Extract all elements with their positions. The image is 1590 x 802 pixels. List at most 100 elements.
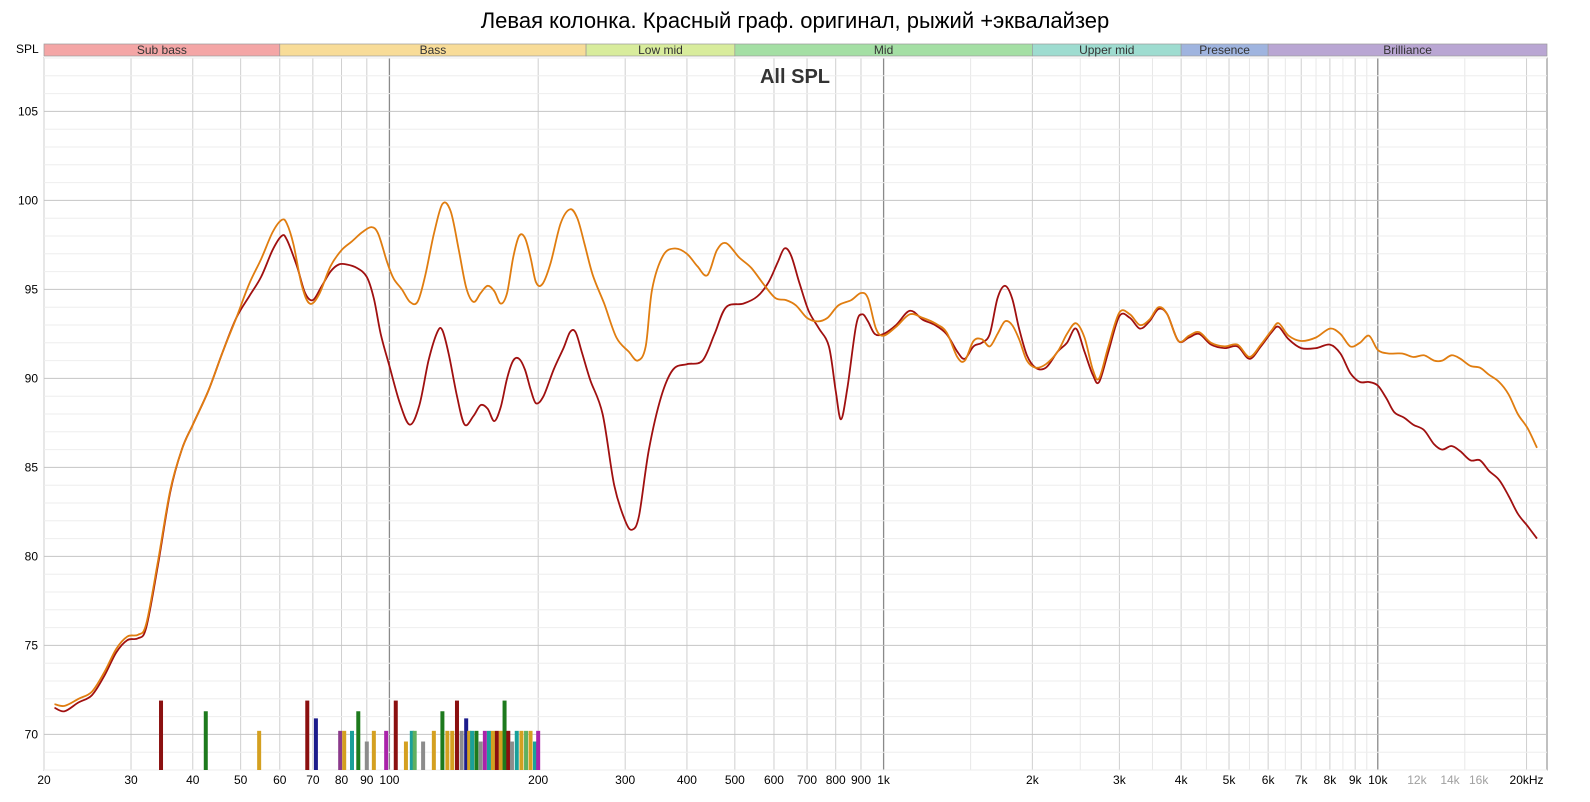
x-tick-19: 3k [1113,773,1127,787]
x-tick-18: 2k [1026,773,1040,787]
filter-marker-8 [356,711,361,770]
y-tick-1: 75 [25,638,39,652]
x-tick-29: 16k [1469,773,1489,787]
filter-marker-22 [459,730,464,770]
x-tick-13: 600 [764,773,784,787]
y-tick-2: 80 [25,549,39,563]
x-tick-4: 60 [273,773,287,787]
frequency-bands: Sub bass Bass Low mid Mid Upper mid Presence B… [43,43,1548,57]
filter-marker-3 [305,700,310,770]
x-tick-24: 8k [1324,773,1338,787]
filter-marker-17 [431,730,436,770]
filter-marker-32 [498,730,503,770]
filter-marker-18 [440,711,445,770]
filter-marker-36 [514,730,519,770]
x-tick-27: 12k [1407,773,1427,787]
x-tick-1: 30 [124,773,138,787]
filter-marker-39 [528,730,533,770]
band-label-3: Mid [874,43,893,57]
x-tick-30: 20kHz [1510,773,1544,787]
band-label-4: Upper mid [1079,43,1134,57]
x-tick-25: 9k [1349,773,1363,787]
filter-marker-0 [159,700,164,770]
filter-marker-23 [464,718,469,770]
filter-marker-4 [313,718,318,770]
filter-marker-7 [349,730,354,770]
filter-marker-19 [445,730,450,770]
x-tick-0: 20 [37,773,51,787]
x-tick-21: 5k [1223,773,1237,787]
filter-marker-40 [532,741,537,770]
y-tick-4: 90 [25,371,39,385]
filter-marker-25 [470,730,475,770]
x-tick-12: 500 [725,773,745,787]
series-line-0 [54,234,1538,713]
y-axis-label: SPL [16,42,39,56]
x-tick-3: 50 [234,773,248,787]
filter-marker-38 [524,730,529,770]
x-tick-28: 14k [1440,773,1460,787]
filter-marker-9 [364,741,369,770]
filter-marker-13 [403,741,408,770]
filter-marker-33 [502,700,507,770]
x-tick-11: 400 [677,773,697,787]
series-lines [54,201,1538,713]
band-6 [1267,43,1548,57]
filter-marker-15 [412,730,417,770]
filter-marker-5 [338,730,343,770]
filter-marker-11 [384,730,389,770]
band-label-0: Sub bass [137,43,187,57]
band-label-2: Low mid [638,43,683,57]
x-tick-26: 10k [1368,773,1388,787]
x-tick-6: 80 [335,773,349,787]
x-tick-16: 900 [851,773,871,787]
x-tick-8: 100 [379,773,399,787]
y-tick-7: 105 [18,104,38,118]
filter-marker-1 [203,711,208,770]
filter-marker-26 [474,730,479,770]
filter-marker-27 [478,741,483,770]
filter-marker-14 [409,730,414,770]
grid-lines [43,57,1547,771]
filter-marker-16 [421,741,426,770]
filter-marker-29 [486,730,491,770]
x-tick-23: 7k [1295,773,1309,787]
chart-title: Левая колонка. Красный граф. оригинал, р… [480,8,1110,33]
x-tick-2: 40 [186,773,200,787]
y-tick-0: 70 [25,727,39,741]
x-tick-17: 1k [877,773,891,787]
x-tick-22: 6k [1262,773,1276,787]
filter-marker-37 [519,730,524,770]
x-tick-5: 70 [306,773,320,787]
filter-markers [159,700,541,770]
filter-marker-6 [342,730,347,770]
x-tick-14: 700 [797,773,817,787]
filter-marker-20 [450,730,455,770]
filter-marker-31 [494,730,499,770]
filter-marker-35 [509,741,514,770]
filter-marker-24 [467,730,472,770]
band-label-1: Bass [420,43,447,57]
x-tick-7: 90 [360,773,374,787]
overlay-label: All SPL [760,66,830,88]
x-tick-20: 4k [1175,773,1189,787]
filter-marker-12 [393,700,398,770]
filter-marker-30 [490,730,495,770]
y-tick-3: 85 [25,460,39,474]
x-ticks: 20 30 40 50 60 70 80 90 100 200 300 400 500 600 700 800… [37,773,1543,787]
filter-marker-2 [257,730,262,770]
filter-marker-28 [482,730,487,770]
band-label-5: Presence [1199,43,1250,57]
band-label-6: Brilliance [1383,43,1432,57]
x-tick-9: 200 [528,773,548,787]
y-ticks: 70 75 80 85 90 95 100 105 [18,104,38,741]
x-tick-15: 800 [826,773,846,787]
y-tick-6: 100 [18,193,38,207]
y-tick-5: 95 [25,282,39,296]
x-tick-10: 300 [615,773,635,787]
filter-marker-34 [506,730,511,770]
series-line-1 [54,201,1538,707]
filter-marker-21 [454,700,459,770]
filter-marker-10 [371,730,376,770]
